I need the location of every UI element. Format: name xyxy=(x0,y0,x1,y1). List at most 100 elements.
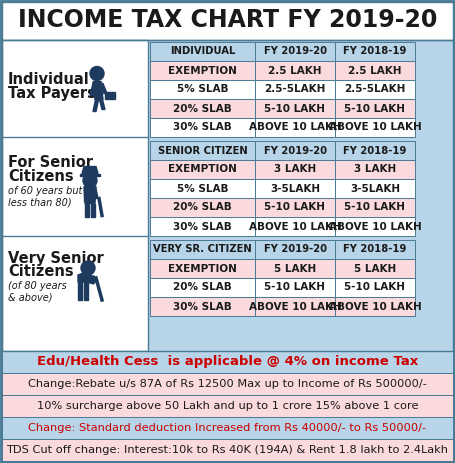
FancyBboxPatch shape xyxy=(335,42,415,61)
FancyBboxPatch shape xyxy=(335,217,415,236)
FancyBboxPatch shape xyxy=(150,99,255,118)
Circle shape xyxy=(83,174,97,188)
Circle shape xyxy=(90,67,104,81)
FancyBboxPatch shape xyxy=(255,217,335,236)
FancyBboxPatch shape xyxy=(150,259,255,278)
Text: ABOVE 10 LAKH: ABOVE 10 LAKH xyxy=(248,221,341,232)
FancyBboxPatch shape xyxy=(335,61,415,80)
Text: 2.5-5LAKH: 2.5-5LAKH xyxy=(264,85,326,94)
Polygon shape xyxy=(100,83,107,94)
Text: less than 80): less than 80) xyxy=(8,198,71,207)
Polygon shape xyxy=(99,98,105,110)
Text: SENIOR CITIZEN: SENIOR CITIZEN xyxy=(157,145,248,156)
Text: EXEMPTION: EXEMPTION xyxy=(168,263,237,274)
Text: 5-10 LAKH: 5-10 LAKH xyxy=(344,282,405,293)
Text: 5-10 LAKH: 5-10 LAKH xyxy=(264,282,325,293)
Polygon shape xyxy=(84,187,96,204)
Text: Citizens: Citizens xyxy=(8,169,74,184)
FancyBboxPatch shape xyxy=(255,160,335,179)
Polygon shape xyxy=(84,282,88,300)
FancyBboxPatch shape xyxy=(255,118,335,137)
FancyBboxPatch shape xyxy=(335,297,415,316)
FancyBboxPatch shape xyxy=(150,160,255,179)
Text: 30% SLAB: 30% SLAB xyxy=(173,123,232,132)
Text: ABOVE 10 LAKH: ABOVE 10 LAKH xyxy=(248,123,341,132)
FancyBboxPatch shape xyxy=(2,2,453,40)
FancyBboxPatch shape xyxy=(150,297,255,316)
FancyBboxPatch shape xyxy=(255,141,335,160)
FancyBboxPatch shape xyxy=(335,160,415,179)
Text: ABOVE 10 LAKH: ABOVE 10 LAKH xyxy=(329,123,421,132)
Polygon shape xyxy=(90,276,98,282)
Text: 5-10 LAKH: 5-10 LAKH xyxy=(344,104,405,113)
FancyBboxPatch shape xyxy=(335,278,415,297)
Polygon shape xyxy=(92,188,98,199)
FancyBboxPatch shape xyxy=(255,99,335,118)
FancyBboxPatch shape xyxy=(150,240,255,259)
Polygon shape xyxy=(91,204,95,217)
Text: 5 LAKH: 5 LAKH xyxy=(354,263,396,274)
Text: 3 LAKH: 3 LAKH xyxy=(274,164,316,175)
Text: FY 2019-20: FY 2019-20 xyxy=(263,244,327,255)
Text: Tax Payers: Tax Payers xyxy=(8,86,96,101)
Text: 3-5LAKH: 3-5LAKH xyxy=(270,183,320,194)
FancyBboxPatch shape xyxy=(335,118,415,137)
FancyBboxPatch shape xyxy=(2,439,453,461)
Polygon shape xyxy=(93,81,103,100)
Polygon shape xyxy=(93,98,99,112)
FancyBboxPatch shape xyxy=(255,61,335,80)
Text: 5-10 LAKH: 5-10 LAKH xyxy=(344,202,405,213)
FancyBboxPatch shape xyxy=(255,278,335,297)
FancyBboxPatch shape xyxy=(255,198,335,217)
Text: VERY SR. CITIZEN: VERY SR. CITIZEN xyxy=(153,244,252,255)
Text: EXEMPTION: EXEMPTION xyxy=(168,164,237,175)
FancyBboxPatch shape xyxy=(105,92,115,99)
Text: TDS Cut off change: Interest:10k to Rs 40K (194A) & Rent 1.8 lakh to 2.4Lakh: TDS Cut off change: Interest:10k to Rs 4… xyxy=(6,445,449,455)
FancyBboxPatch shape xyxy=(150,179,255,198)
FancyBboxPatch shape xyxy=(2,417,453,439)
Text: 5-10 LAKH: 5-10 LAKH xyxy=(264,104,325,113)
Text: FY 2018-19: FY 2018-19 xyxy=(344,46,407,56)
Text: Very Senior: Very Senior xyxy=(8,250,104,265)
Polygon shape xyxy=(84,188,88,200)
FancyBboxPatch shape xyxy=(150,42,255,61)
FancyBboxPatch shape xyxy=(255,42,335,61)
Text: & above): & above) xyxy=(8,293,52,303)
Text: 20% SLAB: 20% SLAB xyxy=(173,202,232,213)
Text: 3-5LAKH: 3-5LAKH xyxy=(350,183,400,194)
FancyBboxPatch shape xyxy=(2,40,148,351)
Text: ABOVE 10 LAKH: ABOVE 10 LAKH xyxy=(329,301,421,312)
FancyBboxPatch shape xyxy=(2,395,453,417)
FancyBboxPatch shape xyxy=(335,179,415,198)
Text: 2.5 LAKH: 2.5 LAKH xyxy=(268,65,322,75)
Text: 2.5-5LAKH: 2.5-5LAKH xyxy=(344,85,406,94)
Text: 20% SLAB: 20% SLAB xyxy=(173,104,232,113)
FancyBboxPatch shape xyxy=(255,297,335,316)
FancyBboxPatch shape xyxy=(150,118,255,137)
FancyBboxPatch shape xyxy=(335,198,415,217)
Text: 10% surcharge above 50 Lakh and up to 1 crore 15% above 1 core: 10% surcharge above 50 Lakh and up to 1 … xyxy=(37,401,418,411)
Text: FY 2019-20: FY 2019-20 xyxy=(263,145,327,156)
Text: 5 LAKH: 5 LAKH xyxy=(274,263,316,274)
Text: (of 80 years: (of 80 years xyxy=(8,281,67,291)
FancyBboxPatch shape xyxy=(335,240,415,259)
Text: Change:Rebate u/s 87A of Rs 12500 Max up to Income of Rs 500000/-: Change:Rebate u/s 87A of Rs 12500 Max up… xyxy=(28,379,427,389)
Text: 5% SLAB: 5% SLAB xyxy=(177,183,228,194)
Text: EXEMPTION: EXEMPTION xyxy=(168,65,237,75)
Text: of 60 years but: of 60 years but xyxy=(8,186,82,195)
FancyBboxPatch shape xyxy=(150,61,255,80)
Text: FY 2019-20: FY 2019-20 xyxy=(263,46,327,56)
Text: For Senior: For Senior xyxy=(8,155,93,170)
Text: 5% SLAB: 5% SLAB xyxy=(177,85,228,94)
Text: 3 LAKH: 3 LAKH xyxy=(354,164,396,175)
FancyBboxPatch shape xyxy=(150,80,255,99)
FancyBboxPatch shape xyxy=(150,198,255,217)
FancyBboxPatch shape xyxy=(2,351,453,373)
FancyBboxPatch shape xyxy=(150,278,255,297)
FancyBboxPatch shape xyxy=(255,240,335,259)
FancyBboxPatch shape xyxy=(150,217,255,236)
Text: Change: Standard deduction Increased from Rs 40000/- to Rs 50000/-: Change: Standard deduction Increased fro… xyxy=(28,423,427,433)
Text: 30% SLAB: 30% SLAB xyxy=(173,221,232,232)
Text: ABOVE 10 LAKH: ABOVE 10 LAKH xyxy=(248,301,341,312)
FancyBboxPatch shape xyxy=(335,259,415,278)
